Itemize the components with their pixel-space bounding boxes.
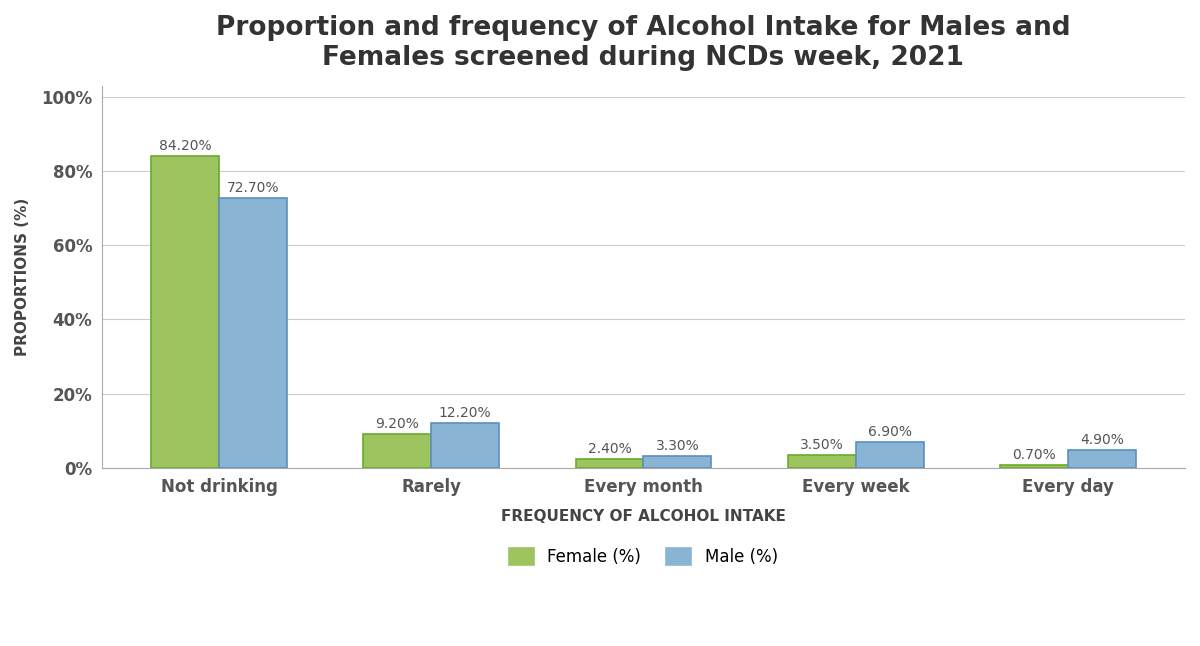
Text: 3.30%: 3.30%: [655, 439, 700, 453]
Text: 4.90%: 4.90%: [1080, 433, 1123, 446]
Text: 0.70%: 0.70%: [1012, 448, 1056, 463]
Title: Proportion and frequency of Alcohol Intake for Males and
Females screened during: Proportion and frequency of Alcohol Inta…: [216, 15, 1070, 71]
Bar: [1000, 465, 1068, 468]
Text: 72.70%: 72.70%: [227, 182, 280, 195]
Bar: [643, 455, 712, 468]
Text: 84.20%: 84.20%: [158, 139, 211, 152]
Text: 3.50%: 3.50%: [800, 438, 844, 452]
Legend: Female (%), Male (%): Female (%), Male (%): [503, 541, 785, 572]
Bar: [856, 443, 924, 468]
Bar: [431, 422, 499, 468]
Bar: [787, 455, 856, 468]
Bar: [151, 156, 220, 468]
Bar: [576, 459, 643, 468]
Text: 2.40%: 2.40%: [588, 442, 631, 456]
Text: 12.20%: 12.20%: [439, 406, 492, 420]
Bar: [220, 198, 287, 468]
Text: 6.90%: 6.90%: [868, 425, 912, 439]
X-axis label: FREQUENCY OF ALCOHOL INTAKE: FREQUENCY OF ALCOHOL INTAKE: [502, 510, 786, 525]
Bar: [364, 433, 431, 468]
Text: 9.20%: 9.20%: [376, 417, 419, 431]
Bar: [1068, 450, 1135, 468]
Y-axis label: PROPORTIONS (%): PROPORTIONS (%): [14, 198, 30, 356]
